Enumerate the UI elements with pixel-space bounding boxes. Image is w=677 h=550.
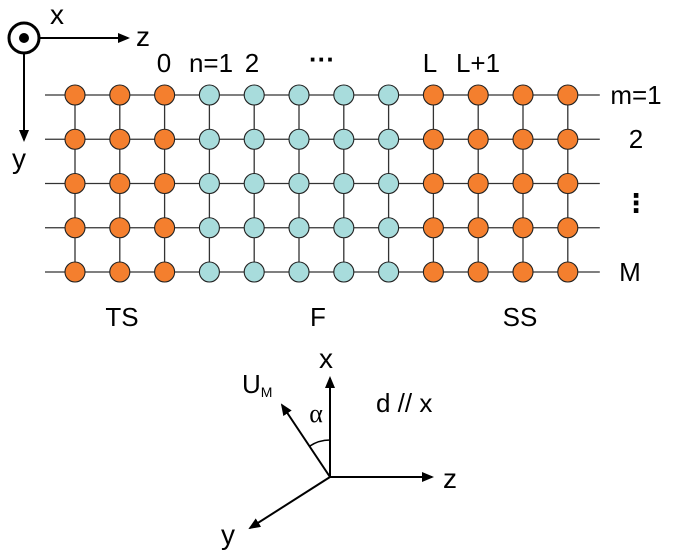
bottom-z-label: z [443,463,457,494]
ferromagnet-site [198,261,220,283]
ferromagnet-site [378,128,400,150]
ferromagnet-site [378,261,400,283]
superconductor-site [422,128,444,150]
ferromagnet-site [243,217,265,239]
column-label-n1: n=1 [189,48,233,78]
ferromagnet-site [378,217,400,239]
bottom-coordinate-system: x z y UM α d // x [221,343,457,550]
region-label-f: F [310,302,326,332]
superconductor-site [154,217,176,239]
column-label-L: L [423,48,437,78]
superconductor-site [64,128,86,150]
ferromagnet-site [378,172,400,195]
superconductor-site [422,84,444,106]
region-label-ss: SS [503,302,538,332]
superconductor-site [154,172,176,195]
superconductor-site [154,84,176,106]
superconductor-site [109,128,131,150]
top-x-label: x [50,0,64,30]
ferromagnet-site [198,128,220,150]
ferromagnet-site [333,172,355,195]
ferromagnet-site [378,84,400,106]
bottom-x-label: x [319,343,333,374]
superconductor-site [467,172,489,195]
superconductor-site [557,217,579,239]
superconductor-site [512,261,534,283]
top-y-label: y [12,143,26,174]
row-label-m1: m=1 [610,80,661,110]
superconductor-site [467,261,489,283]
superconductor-site [154,261,176,283]
superconductor-site [64,172,86,195]
ferromagnet-site [288,84,310,106]
ferromagnet-site [198,217,220,239]
top-z-label: z [136,21,150,52]
lattice-sites [64,84,579,283]
ferromagnet-site [333,261,355,283]
superconductor-site [512,172,534,195]
superconductor-site [422,261,444,283]
superconductor-site [467,84,489,106]
superconductor-site [422,172,444,195]
top-coordinate-system: x z y [7,0,150,174]
superconductor-site [557,84,579,106]
superconductor-site [109,84,131,106]
region-label-ts: TS [105,302,138,332]
superconductor-site [467,128,489,150]
ferromagnet-site [333,84,355,106]
ferromagnet-site [288,217,310,239]
superconductor-site [557,128,579,150]
superconductor-site [109,172,131,195]
magnetization-label: UM [242,369,272,400]
row-label-2: 2 [629,124,643,154]
column-label-0: 0 [157,48,171,78]
ferromagnet-site [288,128,310,150]
superconductor-site [154,128,176,150]
column-label-2: 2 [245,48,259,78]
ferromagnet-site [243,128,265,150]
superconductor-site [109,217,131,239]
superconductor-site [467,217,489,239]
bottom-y-axis-arrow [248,476,331,530]
magnetization-label-subscript: M [261,384,273,400]
ferromagnet-site [198,172,220,195]
superconductor-site [512,84,534,106]
magnetization-vector-arrow [280,403,331,478]
row-label-vdots: ⋮ [623,188,649,218]
row-label-M: M [619,257,641,287]
superconductor-site [512,217,534,239]
ferromagnet-site [333,128,355,150]
column-label-L1: L+1 [456,48,500,78]
superconductor-site [422,217,444,239]
row-labels: m=1 2 ⋮ M [610,80,661,287]
d-parallel-x-label: d // x [376,388,432,418]
ferromagnet-site [243,172,265,195]
magnetization-label-main: U [242,369,261,399]
superconductor-site [64,84,86,106]
superconductor-site [64,217,86,239]
ferromagnet-site [243,261,265,283]
column-label-dots: ··· [309,44,335,74]
superconductor-site [557,261,579,283]
superconductor-site [557,172,579,195]
angle-alpha-label: α [309,399,323,428]
out-of-page-dot-center [19,33,29,43]
ferromagnet-site [288,261,310,283]
superconductor-site [109,261,131,283]
ferromagnet-site [288,172,310,195]
angle-arc [309,439,331,447]
ferromagnet-site [243,84,265,106]
ferromagnet-site [198,84,220,106]
superconductor-site [64,261,86,283]
bottom-y-label: y [221,519,235,550]
superconductor-site [512,128,534,150]
lattice-bonds [45,94,600,273]
ferromagnet-site [333,217,355,239]
column-labels: 0 n=1 2 ··· L L+1 [157,44,500,78]
region-labels: TS F SS [105,302,537,332]
